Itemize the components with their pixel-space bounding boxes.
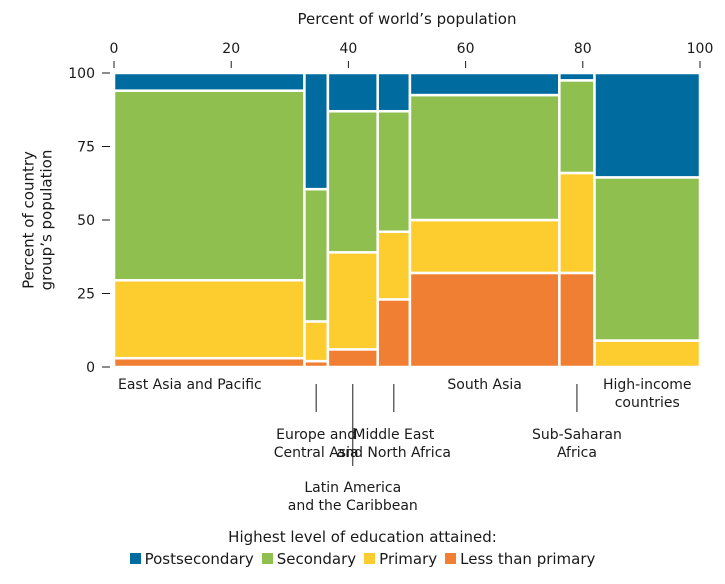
x-tick-label: 20 <box>222 41 240 57</box>
tile-east-asia-and-pacific-primary <box>112 279 306 360</box>
legend-label: Less than primary <box>460 550 596 568</box>
tile-latin-america-and-the-caribbean-postsecondary <box>326 71 379 113</box>
group-label-high-income-countries: High-income countries <box>603 377 692 411</box>
group-label-south-asia: South Asia <box>447 377 521 393</box>
y-axis-title: Percent of countrygroup’s population <box>20 150 56 291</box>
y-tick-label: 25 <box>77 287 95 303</box>
x-tick-label: 0 <box>110 41 119 57</box>
group-label-middle-east-and-north-africa: Middle East and North Africa <box>337 427 451 461</box>
tile-sub-saharan-africa-less-than-primary <box>558 271 596 369</box>
tile-middle-east-and-north-africa-primary <box>376 230 412 301</box>
group-labels: East Asia and Pacific Europe and Central A… <box>118 377 692 514</box>
group-label-line: Middle East <box>353 427 434 443</box>
mosaic-chart: Percent of world’s population 0 20 40 60 80 10… <box>20 10 714 514</box>
group-label-line: Central Asia <box>274 445 359 461</box>
group-label-latin-america-and-the-caribbean: Latin America and the Caribbean <box>288 480 418 514</box>
group-label-line: Latin America <box>304 480 401 496</box>
tile-middle-east-and-north-africa-less-than-primary <box>376 298 412 369</box>
group-label-line: and North Africa <box>337 445 451 461</box>
legend-item-primary: Primary <box>364 550 437 568</box>
x-axis-title: Percent of world’s population <box>298 10 517 28</box>
legend-swatch <box>445 553 457 564</box>
tile-east-asia-and-pacific-less-than-primary <box>112 356 306 369</box>
y-tick-label: 0 <box>86 360 95 376</box>
plot-area <box>112 71 702 369</box>
legend-item-postsecondary: Postsecondary <box>129 550 254 568</box>
x-tick-label: 100 <box>687 41 714 57</box>
x-tick-label: 80 <box>574 41 592 57</box>
legend-swatch <box>261 553 273 564</box>
legend-item-less-than-primary: Less than primary <box>445 550 595 568</box>
tile-south-asia-primary <box>408 218 561 275</box>
tile-sub-saharan-africa-secondary <box>558 79 596 175</box>
legend: Highest level of education attained: Pos… <box>0 528 725 568</box>
x-tick-label: 40 <box>339 41 357 57</box>
tile-high-income-countries-primary <box>593 339 702 369</box>
tile-high-income-countries-secondary <box>593 176 702 342</box>
y-axis: 0 25 50 75 100 Percent of countrygroup’s popu… <box>20 66 110 376</box>
group-label-line: South Asia <box>447 377 521 393</box>
y-tick-label: 50 <box>77 213 95 229</box>
group-label-sub-saharan-africa: Sub-Saharan Africa <box>532 427 622 461</box>
tile-south-asia-postsecondary <box>408 71 561 97</box>
group-label-line: East Asia and Pacific <box>118 377 262 393</box>
x-tick-label: 60 <box>457 41 475 57</box>
tile-south-asia-secondary <box>408 93 561 222</box>
y-axis-title-line: Percent of country <box>20 151 38 289</box>
legend-title: Highest level of education attained: <box>228 528 497 546</box>
tile-sub-saharan-africa-postsecondary <box>558 71 596 82</box>
tile-europe-and-central-asia-primary <box>303 320 330 363</box>
group-label-line: Sub-Saharan <box>532 427 622 443</box>
legend-label: Primary <box>379 550 438 568</box>
tile-sub-saharan-africa-primary <box>558 171 596 275</box>
group-label-line: High-income <box>603 377 692 393</box>
group-label-line: countries <box>615 395 680 411</box>
group-label-line: Europe and <box>276 427 356 443</box>
tile-latin-america-and-the-caribbean-less-than-primary <box>326 348 379 369</box>
legend-swatch <box>364 553 376 564</box>
group-label-europe-and-central-asia: Europe and Central Asia <box>274 427 359 461</box>
tile-europe-and-central-asia-secondary <box>303 187 330 323</box>
legend-item-secondary: Secondary <box>261 550 357 568</box>
tile-europe-and-central-asia-postsecondary <box>303 71 330 191</box>
group-label-line: and the Caribbean <box>288 498 418 514</box>
tile-middle-east-and-north-africa-postsecondary <box>376 71 412 113</box>
y-axis-title-line: group’s population <box>38 150 56 291</box>
tile-south-asia-less-than-primary <box>408 271 561 369</box>
legend-label: Postsecondary <box>144 550 254 568</box>
tile-high-income-countries-postsecondary <box>593 71 702 179</box>
legend-items: Postsecondary Secondary Primary Less than p… <box>0 550 725 568</box>
legend-swatch <box>129 553 141 564</box>
tile-east-asia-and-pacific-postsecondary <box>112 71 306 92</box>
x-axis: Percent of world’s population 0 20 40 60 80 10… <box>110 10 714 68</box>
legend-label: Secondary <box>276 550 357 568</box>
tile-latin-america-and-the-caribbean-secondary <box>326 109 379 254</box>
y-tick-label: 100 <box>68 66 95 82</box>
group-label-east-asia-and-pacific: East Asia and Pacific <box>118 377 262 393</box>
y-tick-label: 75 <box>77 140 95 156</box>
tile-middle-east-and-north-africa-secondary <box>376 109 412 234</box>
tile-latin-america-and-the-caribbean-primary <box>326 251 379 351</box>
group-label-line: Africa <box>557 445 597 461</box>
tile-east-asia-and-pacific-secondary <box>112 89 306 282</box>
